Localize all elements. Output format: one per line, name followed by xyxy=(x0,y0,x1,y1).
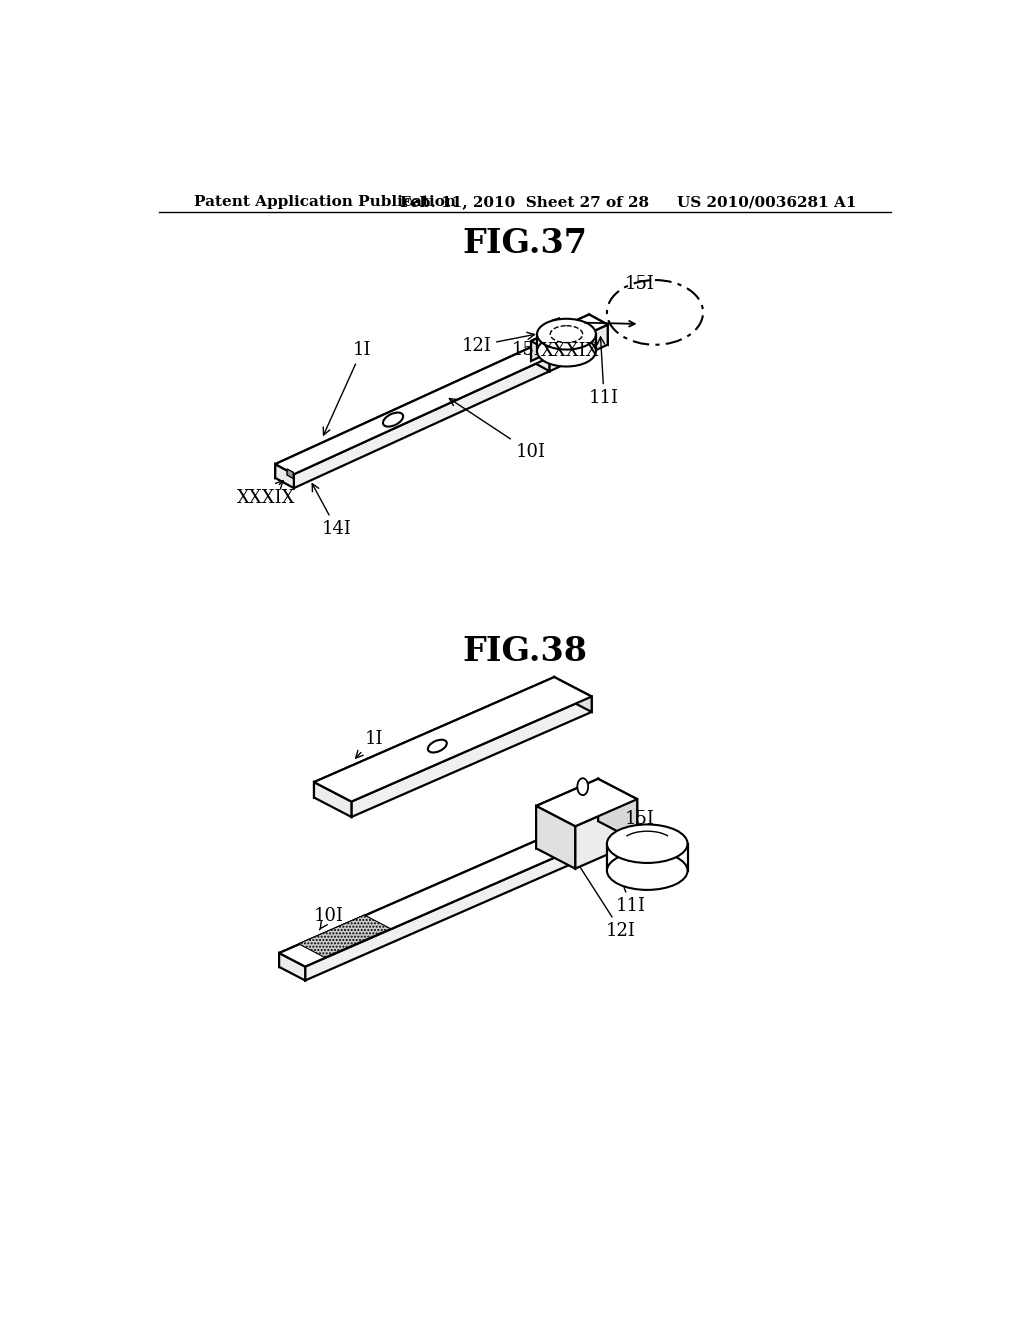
Polygon shape xyxy=(280,832,584,966)
Text: 1I: 1I xyxy=(355,730,383,758)
Polygon shape xyxy=(554,677,592,711)
Polygon shape xyxy=(305,845,584,981)
Polygon shape xyxy=(550,325,607,371)
Ellipse shape xyxy=(537,318,596,350)
Polygon shape xyxy=(531,314,607,351)
Ellipse shape xyxy=(428,739,446,752)
Text: 15I: 15I xyxy=(625,810,654,828)
Text: 1I: 1I xyxy=(324,341,372,436)
Polygon shape xyxy=(607,843,687,871)
Polygon shape xyxy=(598,779,637,842)
Text: 12I: 12I xyxy=(557,832,636,940)
Polygon shape xyxy=(537,779,598,849)
Polygon shape xyxy=(537,334,596,351)
Text: US 2010/0036281 A1: US 2010/0036281 A1 xyxy=(677,195,856,210)
Text: 14I: 14I xyxy=(312,483,351,539)
Polygon shape xyxy=(351,697,592,817)
Polygon shape xyxy=(275,465,294,488)
Polygon shape xyxy=(537,779,637,826)
Text: XXXIX: XXXIX xyxy=(237,480,295,507)
Polygon shape xyxy=(314,677,592,801)
Text: XXXIX: XXXIX xyxy=(541,342,599,360)
Polygon shape xyxy=(287,469,293,478)
Text: 11I: 11I xyxy=(589,337,620,408)
Text: 15I: 15I xyxy=(512,318,559,359)
Polygon shape xyxy=(531,347,550,371)
Polygon shape xyxy=(531,314,589,362)
Polygon shape xyxy=(280,953,305,981)
Text: Feb. 11, 2010  Sheet 27 of 28: Feb. 11, 2010 Sheet 27 of 28 xyxy=(400,195,649,210)
Polygon shape xyxy=(294,358,550,488)
Text: 12I: 12I xyxy=(461,333,535,355)
Polygon shape xyxy=(275,347,531,478)
Text: FIG.37: FIG.37 xyxy=(462,227,588,260)
Text: 10I: 10I xyxy=(450,399,546,461)
Ellipse shape xyxy=(607,825,687,863)
Polygon shape xyxy=(280,832,558,966)
Ellipse shape xyxy=(607,851,687,890)
Text: 11I: 11I xyxy=(590,799,646,916)
Polygon shape xyxy=(589,314,607,345)
Polygon shape xyxy=(275,347,550,474)
Polygon shape xyxy=(314,677,554,797)
Polygon shape xyxy=(575,799,637,869)
Polygon shape xyxy=(314,781,351,817)
Ellipse shape xyxy=(578,779,588,795)
Ellipse shape xyxy=(537,335,596,367)
Text: Patent Application Publication: Patent Application Publication xyxy=(194,195,456,210)
Ellipse shape xyxy=(383,413,403,426)
Text: 10I: 10I xyxy=(314,907,344,929)
Text: FIG.38: FIG.38 xyxy=(462,635,588,668)
Polygon shape xyxy=(558,832,584,858)
Polygon shape xyxy=(537,807,575,869)
Text: 15I: 15I xyxy=(625,275,654,293)
Polygon shape xyxy=(299,915,390,957)
